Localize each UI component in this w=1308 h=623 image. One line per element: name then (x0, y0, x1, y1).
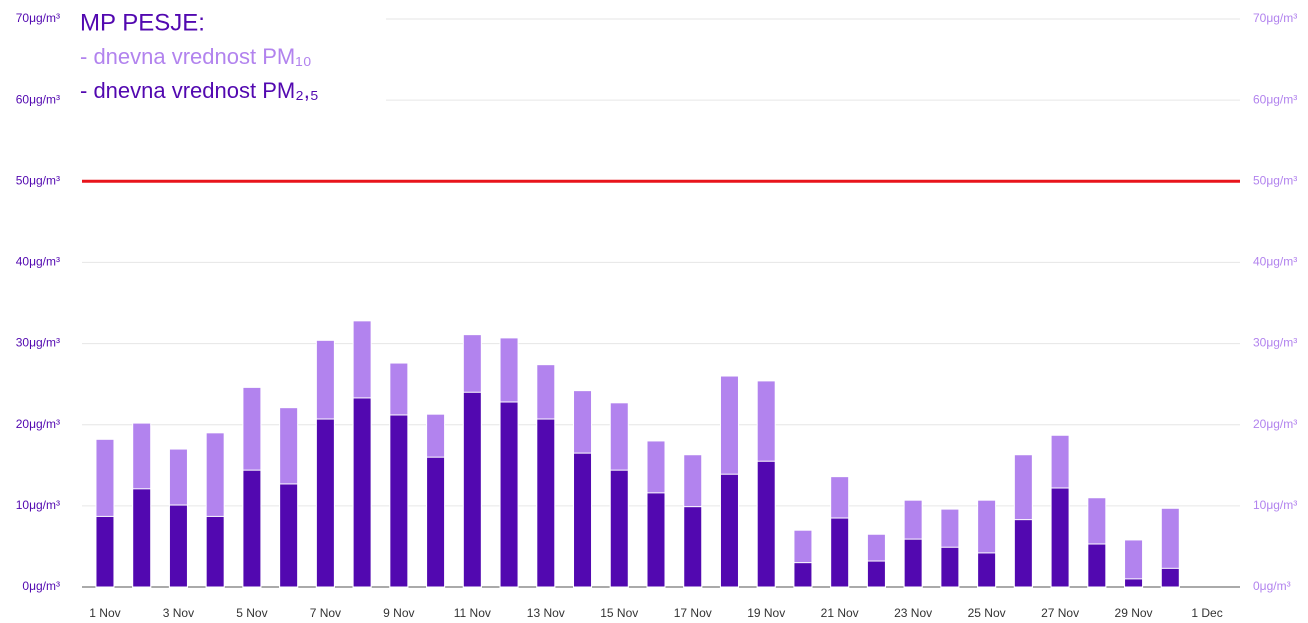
x-tick-label: 3 Nov (163, 606, 194, 620)
bar (426, 456, 446, 588)
bar (940, 546, 960, 588)
bar (242, 469, 262, 588)
bar (352, 397, 372, 588)
x-tick-label: 19 Nov (747, 606, 785, 620)
bar (793, 562, 813, 588)
x-tick-label: 9 Nov (383, 606, 414, 620)
x-tick-label: 15 Nov (600, 606, 638, 620)
y2-tick-label: 70μg/m³ (1253, 11, 1297, 25)
legend-box (76, 4, 386, 114)
y2-tick-label: 30μg/m³ (1253, 336, 1297, 350)
x-tick-label: 23 Nov (894, 606, 932, 620)
legend-entry: - dnevna vrednost PM₂,₅ (80, 78, 319, 103)
bar (573, 452, 593, 588)
bar (719, 473, 739, 588)
y-tick-label: 10μg/m³ (16, 498, 60, 512)
bar (315, 418, 335, 588)
x-tick-label: 1 Dec (1191, 606, 1222, 620)
bar (903, 538, 923, 588)
bar (1124, 578, 1144, 588)
bar (977, 552, 997, 588)
plot-back: 0μg/m³ 10μg/m³ 20μg/m³ 30μg/m³ 40μg/m³ 50μg/m… (16, 11, 1298, 620)
y2-tick-label: 10μg/m³ (1253, 498, 1297, 512)
x-tick-label: 25 Nov (968, 606, 1006, 620)
bar (499, 401, 519, 588)
x-tick-label: 13 Nov (527, 606, 565, 620)
bar (95, 515, 115, 588)
y-tick-label: 50μg/m³ (16, 173, 60, 187)
bar (1050, 487, 1070, 588)
y-tick-label: 70μg/m³ (16, 11, 60, 25)
bar (1087, 543, 1107, 588)
bar (389, 414, 409, 588)
bar (830, 517, 850, 588)
x-tick-label: 21 Nov (821, 606, 859, 620)
bar (756, 460, 776, 588)
bar (646, 492, 666, 588)
y-tick-label: 30μg/m³ (16, 336, 60, 350)
x-tick-label: 11 Nov (454, 606, 491, 620)
x-tick-label: 27 Nov (1041, 606, 1079, 620)
bar (132, 488, 152, 588)
y-tick-label: 0μg/m³ (22, 579, 60, 593)
x-tick-label: 29 Nov (1115, 606, 1153, 620)
legend-entry: - dnevna vrednost PM₁₀ (80, 44, 312, 69)
bar (683, 506, 703, 588)
bar (1160, 567, 1180, 588)
y-tick-label: 40μg/m³ (16, 255, 60, 269)
x-tick-label: 5 Nov (236, 606, 267, 620)
y2-tick-label: 20μg/m³ (1253, 417, 1297, 431)
bar (205, 515, 225, 588)
x-tick-label: 1 Nov (89, 606, 120, 620)
y2-tick-label: 60μg/m³ (1253, 92, 1297, 106)
y2-tick-label: 40μg/m³ (1253, 255, 1297, 269)
bar (866, 560, 886, 588)
x-tick-label: 7 Nov (310, 606, 341, 620)
y2-tick-label: 0μg/m³ (1253, 579, 1291, 593)
bar (279, 483, 299, 588)
bar (536, 418, 556, 588)
chart-title: MP PESJE: (80, 9, 205, 36)
y2-tick-label: 50μg/m³ (1253, 173, 1297, 187)
y-tick-label: 60μg/m³ (16, 92, 60, 106)
bar (462, 391, 482, 588)
y-tick-label: 20μg/m³ (16, 417, 60, 431)
bar (1013, 519, 1033, 588)
bar (609, 469, 629, 588)
x-tick-label: 17 Nov (674, 606, 712, 620)
bar (168, 504, 188, 588)
